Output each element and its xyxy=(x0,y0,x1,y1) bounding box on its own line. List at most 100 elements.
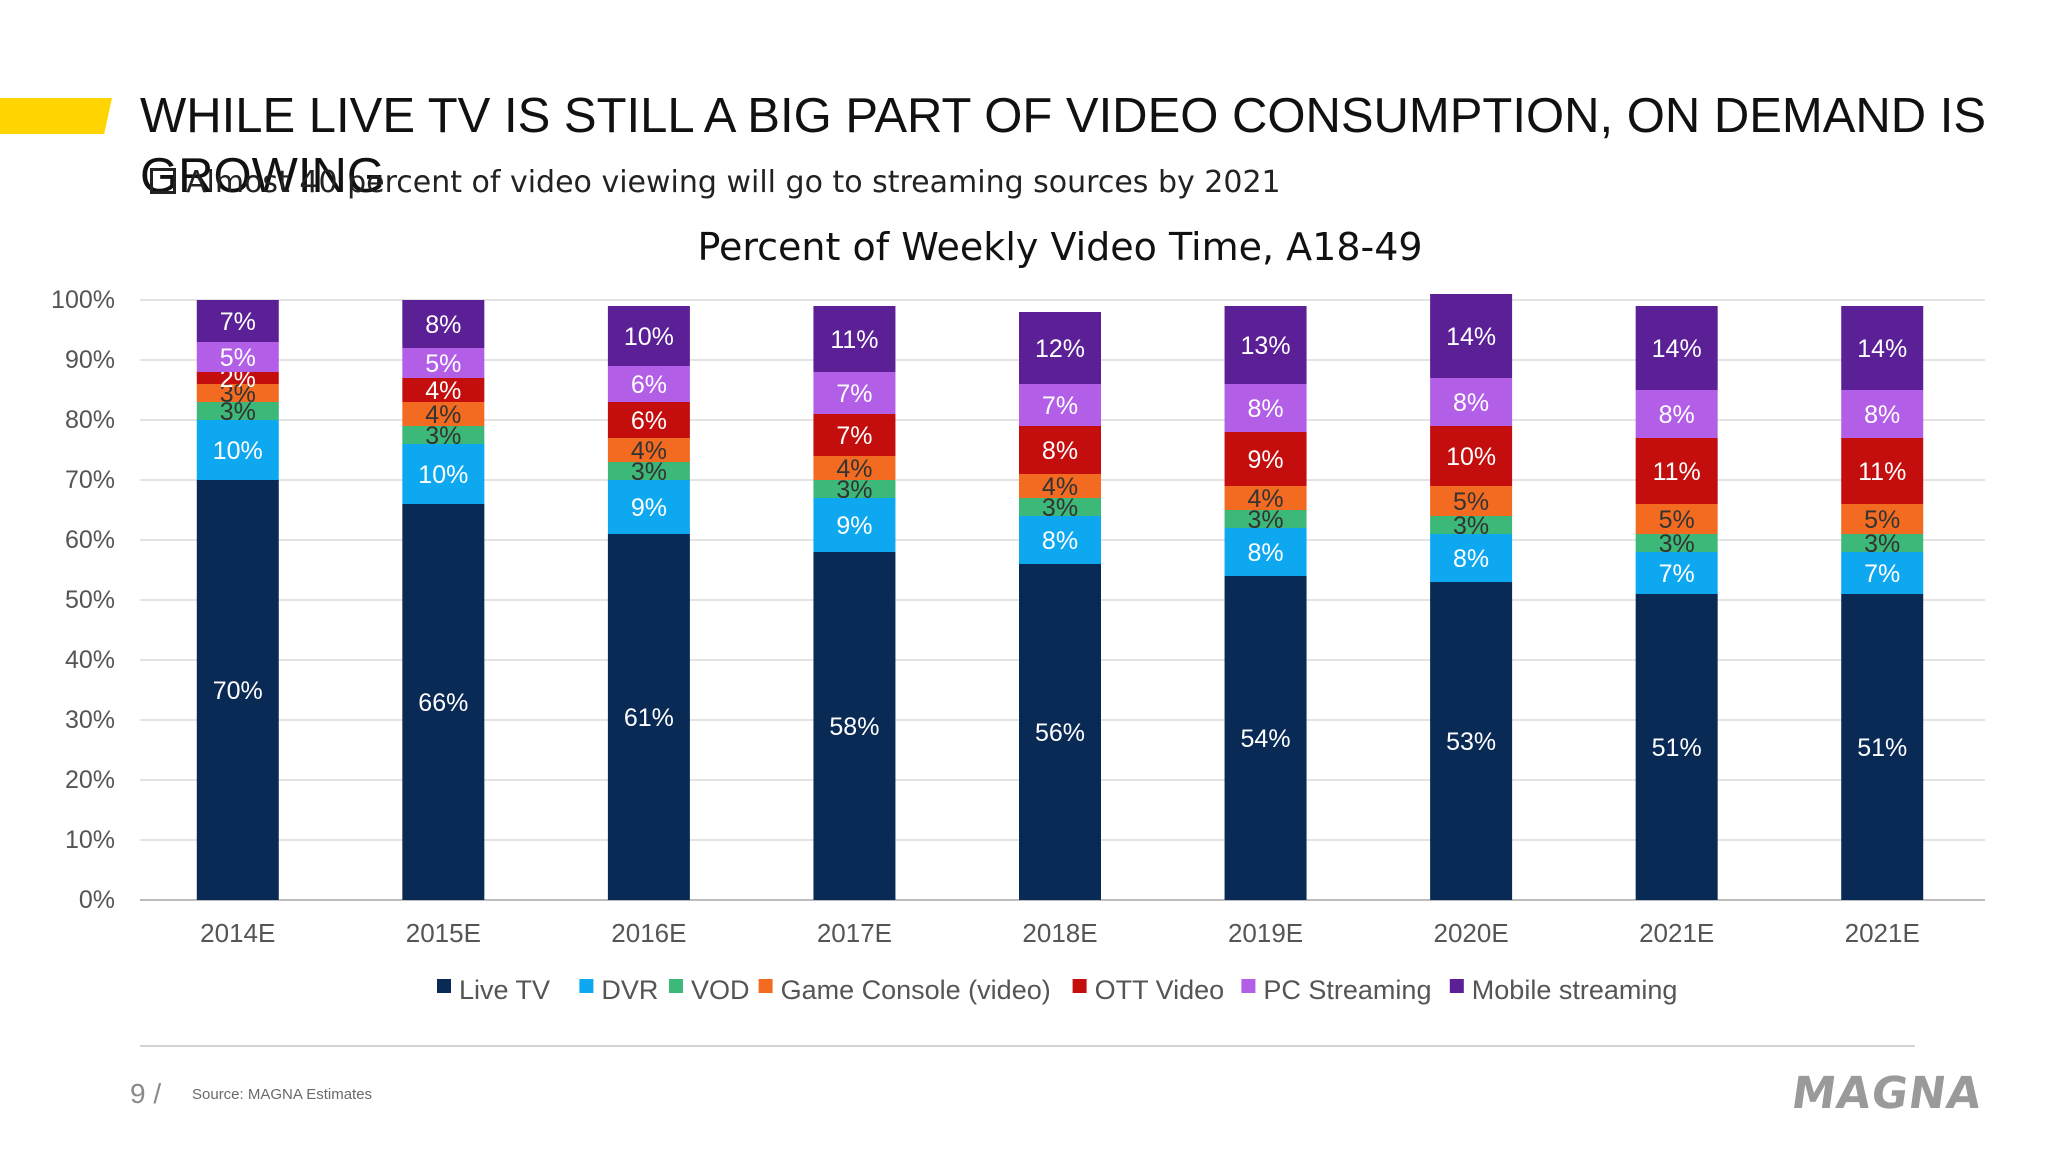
bar-segment xyxy=(1224,486,1307,510)
data-label: 6% xyxy=(631,407,667,435)
data-label: 70% xyxy=(213,677,263,705)
bar-segment xyxy=(196,420,279,480)
x-tick-label: 2018E xyxy=(1022,918,1097,948)
data-label: 7% xyxy=(836,422,872,450)
bar-segment xyxy=(1224,576,1307,900)
legend-label: DVR xyxy=(601,975,658,1005)
x-tick-label: 2021E xyxy=(1639,918,1714,948)
legend-label: Live TV xyxy=(459,975,550,1005)
data-label: 14% xyxy=(1446,323,1496,351)
data-label: 4% xyxy=(631,437,667,465)
data-label: 13% xyxy=(1241,332,1291,360)
magna-logo: MAGNA xyxy=(1788,1068,1986,1119)
y-tick-label: 100% xyxy=(51,286,115,314)
data-label: 4% xyxy=(836,455,872,483)
bar-segment xyxy=(1019,564,1101,900)
x-tick-label: 2020E xyxy=(1434,918,1509,948)
data-label: 58% xyxy=(829,713,879,741)
bar-segment xyxy=(1635,534,1718,552)
bar-segment xyxy=(1841,552,1924,594)
legend-swatch xyxy=(579,979,594,993)
bar-segment xyxy=(1224,432,1307,486)
y-tick-label: 20% xyxy=(65,766,115,794)
data-label: 3% xyxy=(1247,506,1283,534)
bar-segment xyxy=(1019,474,1101,498)
data-label: 66% xyxy=(418,689,468,717)
legend-swatch xyxy=(1449,979,1464,993)
bar-segment xyxy=(1635,438,1718,504)
bar-segment xyxy=(813,456,896,480)
data-label: 3% xyxy=(1453,512,1489,540)
bar-segment xyxy=(1430,294,1513,378)
data-label: 10% xyxy=(418,461,468,489)
bar-segment xyxy=(1224,510,1307,528)
data-label: 56% xyxy=(1035,719,1085,747)
data-label: 51% xyxy=(1652,734,1702,762)
x-tick-label: 2015E xyxy=(406,918,481,948)
data-label: 7% xyxy=(220,308,256,336)
bar-segment xyxy=(1635,594,1718,900)
bar-segment xyxy=(1430,486,1513,516)
data-label: 51% xyxy=(1857,734,1907,762)
y-tick-label: 70% xyxy=(65,466,115,494)
bar-segment xyxy=(607,462,690,480)
data-label: 7% xyxy=(1042,392,1078,420)
title-accent-bar xyxy=(0,98,112,134)
bar-segment xyxy=(813,498,896,552)
legend-swatch xyxy=(669,979,683,993)
y-tick-label: 80% xyxy=(65,406,115,434)
data-label: 7% xyxy=(1864,560,1900,588)
data-label: 12% xyxy=(1035,335,1085,363)
data-label: 11% xyxy=(1653,458,1701,486)
bar-segment xyxy=(1841,534,1924,552)
bar-segment xyxy=(1841,390,1924,438)
bar-segment xyxy=(402,378,485,402)
footer-divider xyxy=(140,1045,1915,1047)
legend-label: Mobile streaming xyxy=(1472,975,1678,1005)
bar-segment xyxy=(402,402,485,426)
bar-segment xyxy=(1635,504,1718,534)
bar-segment xyxy=(1019,516,1101,564)
bar-segment xyxy=(607,366,690,402)
bar-segment xyxy=(813,372,896,414)
bar-segment xyxy=(402,300,485,348)
data-label: 3% xyxy=(631,458,667,486)
data-label: 8% xyxy=(1247,539,1283,567)
bar-segment xyxy=(1841,306,1924,390)
bar-segment xyxy=(196,342,279,372)
legend-label: Game Console (video) xyxy=(781,975,1051,1005)
x-tick-label: 2014E xyxy=(200,918,275,948)
bar-segment xyxy=(1430,534,1513,582)
chart-title: Percent of Weekly Video Time, A18-49 xyxy=(697,225,1422,269)
bar-segment xyxy=(1841,594,1924,900)
data-label: 9% xyxy=(631,494,667,522)
data-label: 8% xyxy=(425,311,461,339)
data-label: 11% xyxy=(830,326,878,354)
x-tick-label: 2016E xyxy=(611,918,686,948)
bar-segment xyxy=(1019,312,1101,384)
data-label: 14% xyxy=(1652,335,1702,363)
legend-swatch xyxy=(437,979,451,993)
data-label: 61% xyxy=(624,704,674,732)
bar-segment xyxy=(1019,384,1101,426)
bullet-text: Almost 40 percent of video viewing will … xyxy=(186,165,1281,200)
data-label: 8% xyxy=(1453,545,1489,573)
y-tick-label: 40% xyxy=(65,646,115,674)
data-label: 3% xyxy=(425,422,461,450)
y-tick-label: 0% xyxy=(79,886,115,914)
legend-label: OTT Video xyxy=(1095,975,1225,1005)
data-label: 3% xyxy=(1659,530,1695,558)
bar-segment xyxy=(1224,384,1307,432)
data-label: 5% xyxy=(425,350,461,378)
slide-bullet: Almost 40 percent of video viewing will … xyxy=(150,165,1281,200)
bar-segment xyxy=(1019,426,1101,474)
bar-segment xyxy=(1635,552,1718,594)
bar-segment xyxy=(1635,390,1718,438)
legend-swatch xyxy=(1072,979,1087,993)
data-label: 10% xyxy=(1446,443,1496,471)
data-label: 9% xyxy=(836,512,872,540)
data-label: 4% xyxy=(1247,485,1283,513)
source-note: Source: MAGNA Estimates xyxy=(192,1086,373,1103)
data-label: 3% xyxy=(1042,494,1078,522)
bar-segment xyxy=(1430,378,1513,426)
